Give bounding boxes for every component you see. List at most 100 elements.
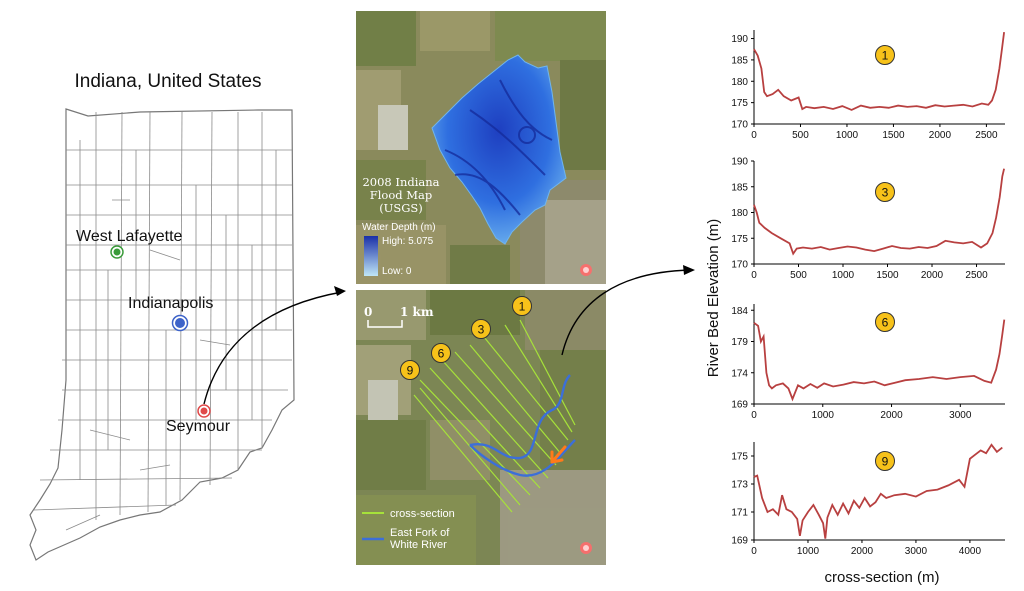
x-tick-label: 3000	[905, 546, 928, 557]
x-tick-label: 0	[751, 410, 757, 421]
y-tick-label: 180	[731, 77, 748, 88]
scale-bar-start: 0	[364, 305, 372, 319]
x-tick-label: 2500	[975, 130, 998, 141]
x-tick-label: 2000	[929, 130, 952, 141]
y-tick-label: 173	[731, 480, 748, 491]
white-river-line	[469, 374, 576, 477]
x-tick-label: 500	[792, 130, 809, 141]
depth-color-ramp	[364, 236, 378, 276]
legend-label-cross-section: cross-section	[390, 508, 455, 520]
profile-badge-1	[875, 45, 895, 65]
profile-chart-9: 169 171 173 175 0 1000 2000 3000 4000 9	[731, 442, 1005, 557]
legend-label-river: East Fork of White River	[390, 527, 452, 551]
profile-badge-6	[875, 312, 895, 332]
y-tick-label: 170	[731, 260, 748, 271]
y-tick-label: 184	[731, 306, 748, 317]
x-tick-label: 1500	[882, 130, 905, 141]
city-label-west-lafayette: West Lafayette	[76, 228, 183, 245]
y-tick-label: 170	[731, 120, 748, 131]
x-tick-label: 3000	[949, 410, 972, 421]
profile-badge-label-9: 9	[882, 455, 889, 469]
city-marker-seymour	[197, 404, 211, 418]
flood-extent	[431, 54, 567, 245]
x-tick-label: 0	[751, 546, 757, 557]
x-tick-label: 0	[751, 270, 757, 281]
city-marker-west-lafayette	[110, 245, 124, 259]
flood-legend-low: Low: 0	[382, 266, 412, 277]
y-tick-label: 190	[731, 34, 748, 45]
location-marker-top	[580, 264, 592, 276]
elevation-line-3	[753, 168, 1005, 256]
x-tick-label: 2000	[851, 546, 874, 557]
y-tick-label: 175	[731, 98, 748, 109]
cross-section-map-panel: 0 1 km 1 3 6 9	[356, 265, 695, 565]
profile-badge-label-1: 1	[882, 49, 889, 63]
y-tick-label: 169	[731, 536, 748, 547]
y-tick-label: 180	[731, 208, 748, 219]
profile-badge-9	[875, 451, 895, 471]
y-tick-label: 179	[731, 337, 748, 348]
profile-chart-6: 169 174 179 184 0 1000 2000 3000 6	[731, 304, 1006, 421]
scale-bar-end: 1 km	[400, 305, 434, 319]
indiana-map-panel: Indiana, United States	[29, 71, 346, 561]
x-tick-label: 500	[790, 270, 807, 281]
badge-text-9: 9	[407, 364, 414, 378]
county-lines	[33, 111, 292, 531]
arrow-seymour-to-map	[203, 291, 343, 405]
city-marker-indianapolis	[171, 314, 189, 332]
badge-text-1: 1	[519, 300, 526, 314]
flood-legend-title: Water Depth (m)	[362, 222, 436, 233]
flood-title-line-3: (USGS)	[379, 201, 423, 215]
flood-title-line-2: Flood Map	[370, 188, 433, 202]
y-tick-label: 169	[731, 400, 748, 411]
indiana-title: Indiana, United States	[75, 71, 262, 92]
x-tick-label: 1000	[812, 410, 835, 421]
flood-legend-high: High: 5.075	[382, 236, 434, 247]
cross-section-badge-3: 3	[471, 319, 491, 339]
cross-section-lines	[413, 319, 576, 513]
y-tick-label: 190	[731, 157, 748, 168]
x-tick-label: 2000	[880, 410, 903, 421]
flood-title-line-1: 2008 Indiana	[362, 175, 439, 189]
x-tick-label: 1000	[832, 270, 855, 281]
x-tick-label: 1500	[876, 270, 899, 281]
x-tick-label: 1000	[836, 130, 859, 141]
y-tick-label: 185	[731, 182, 748, 193]
x-tick-label: 4000	[959, 546, 982, 557]
x-tick-label: 0	[751, 130, 757, 141]
y-tick-label: 174	[731, 368, 748, 379]
profile-chart-1: 170 175 180 185 190 0 500 1000 1500 2000 2500 1	[731, 30, 1005, 141]
profile-badge-label-3: 3	[882, 186, 889, 200]
x-tick-label: 2500	[965, 270, 988, 281]
y-tick-label: 175	[731, 452, 748, 463]
profile-badge-3	[875, 182, 895, 202]
badge-text-6: 6	[438, 347, 445, 361]
profiles-ylabel: River Bed Elevation (m)	[705, 219, 722, 377]
x-tick-label: 1000	[797, 546, 820, 557]
map-legend: cross-section East Fork of White River	[362, 508, 455, 551]
profiles-xlabel: cross-section (m)	[824, 569, 939, 586]
cross-section-badge-9: 9	[400, 360, 420, 380]
flow-arrow	[550, 445, 567, 464]
flood-map-panel: 2008 Indiana Flood Map (USGS) Water Dept…	[356, 11, 606, 284]
cross-section-badge-6: 6	[431, 343, 451, 363]
city-label-seymour: Seymour	[166, 418, 231, 435]
profile-badge-label-6: 6	[882, 316, 889, 330]
location-marker-bottom	[580, 542, 592, 554]
x-tick-label: 2000	[921, 270, 944, 281]
elevation-line-6	[753, 319, 1006, 402]
indiana-outline	[29, 108, 295, 561]
profile-chart-3: 170 175 180 185 190 0 500 1000 1500 2000 2500 3	[731, 157, 1005, 281]
badge-text-3: 3	[478, 323, 485, 337]
arrow-map-to-profiles	[561, 269, 691, 356]
scale-bar	[367, 320, 403, 328]
y-tick-label: 185	[731, 55, 748, 66]
city-label-indianapolis: Indianapolis	[128, 295, 213, 312]
flood-map-title: 2008 Indiana Flood Map (USGS)	[362, 175, 439, 215]
elevation-line-1	[753, 31, 1005, 111]
cross-section-badge-1: 1	[512, 296, 532, 316]
elevation-line-9	[753, 443, 1003, 539]
y-tick-label: 175	[731, 234, 748, 245]
